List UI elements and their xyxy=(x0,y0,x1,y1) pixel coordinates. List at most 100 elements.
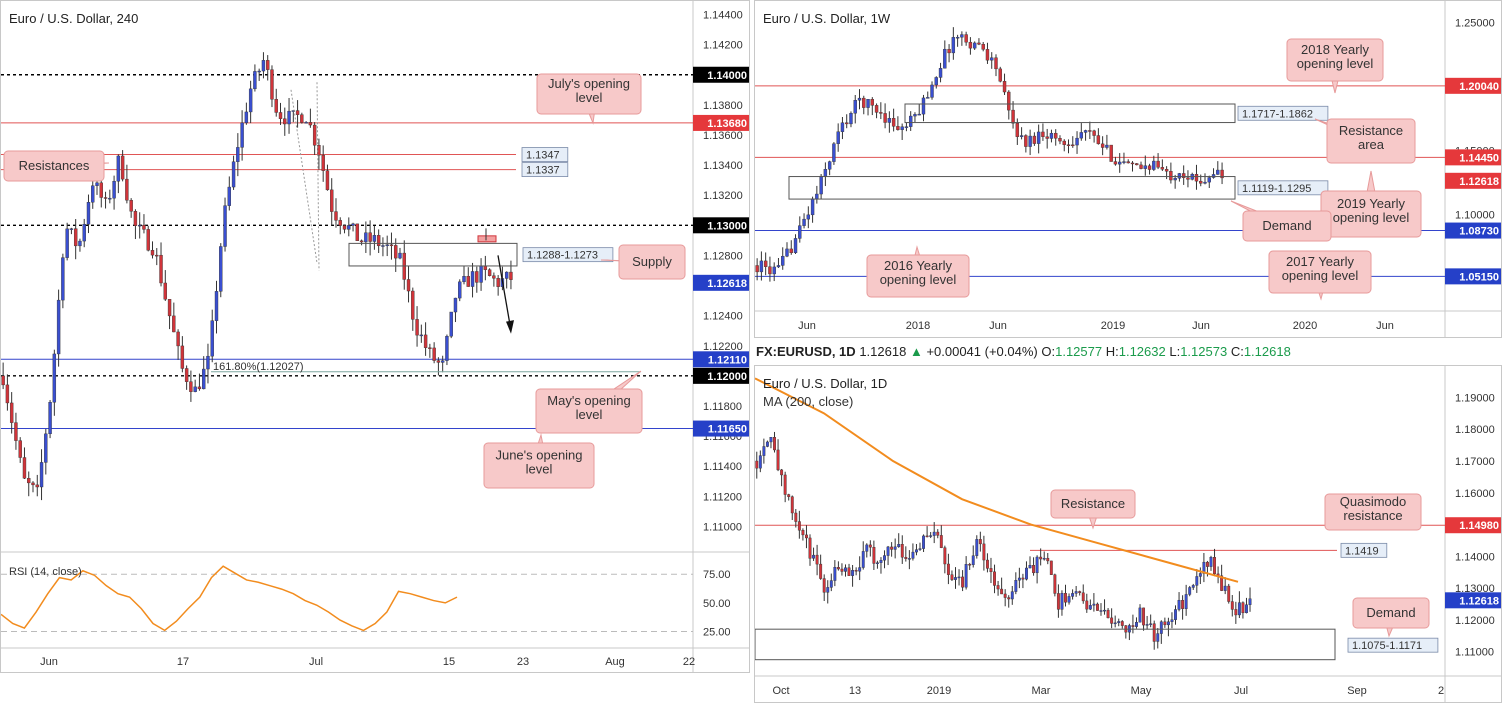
candle xyxy=(436,360,441,363)
candle xyxy=(886,546,890,556)
candle xyxy=(801,530,805,536)
candle xyxy=(61,257,65,301)
candle xyxy=(364,232,368,243)
candle xyxy=(1181,173,1186,178)
candle xyxy=(829,580,833,588)
candle xyxy=(781,255,785,266)
open-value: 1.12577 xyxy=(1055,344,1103,359)
h4-july-callout: July's opening level xyxy=(536,73,642,125)
candle xyxy=(1230,601,1234,610)
candle xyxy=(887,118,892,123)
candle xyxy=(1003,593,1007,598)
candle xyxy=(922,535,925,549)
candle xyxy=(347,225,351,230)
candle xyxy=(964,564,968,588)
candle xyxy=(968,41,973,49)
h4-level-tag: 1.14000 xyxy=(707,70,747,82)
candle xyxy=(1099,610,1103,612)
d1-y-tick: 1.18000 xyxy=(1455,424,1495,436)
candle xyxy=(946,563,950,575)
w1-zone xyxy=(904,103,1236,124)
candle xyxy=(69,228,74,230)
h4-resistance-box-bg xyxy=(521,147,569,162)
w1-2017-callout: 2017 Yearly opening level xyxy=(1268,250,1372,301)
rsi-title: RSI (14, close) xyxy=(9,566,82,578)
weekly-chart-panel[interactable]: 1.250001.200001.150001.100001.050001.200… xyxy=(754,0,1502,338)
daily-chart-panel[interactable]: 1.190001.180001.170001.160001.150001.140… xyxy=(754,365,1502,703)
w1-level-tag: 1.08730 xyxy=(1459,226,1499,238)
h4-current-price-tag-bg xyxy=(693,274,749,291)
candle xyxy=(163,282,167,300)
candle xyxy=(870,99,874,106)
candle xyxy=(95,182,99,186)
candle xyxy=(868,544,872,548)
candle xyxy=(872,547,876,564)
h4-may-callout-text: May's opening level xyxy=(547,393,630,422)
weekly-chart[interactable]: 1.250001.200001.150001.100001.050001.200… xyxy=(755,1,1502,338)
h4-x-tick: Jun xyxy=(40,656,58,668)
price-change: +0.00041 (+0.04%) xyxy=(926,344,1038,359)
candle xyxy=(1015,123,1020,137)
candle xyxy=(904,557,908,559)
candle xyxy=(861,551,865,568)
daily-chart[interactable]: 1.190001.180001.170001.160001.150001.140… xyxy=(755,366,1502,703)
h4-resistances-callout: Resistances xyxy=(3,150,110,182)
h4-x-tick: 15 xyxy=(443,656,455,668)
candle xyxy=(1032,135,1037,144)
candle xyxy=(1079,132,1084,139)
candle xyxy=(776,265,781,268)
candle xyxy=(462,276,466,283)
candle xyxy=(496,278,500,287)
h4-y-tick: 1.13200 xyxy=(703,190,743,202)
candle xyxy=(758,455,762,469)
d1-x-tick: Oct xyxy=(772,685,789,697)
w1-zone-label-bg xyxy=(1237,105,1329,121)
h4-level-tag-bg xyxy=(693,351,749,368)
candle xyxy=(802,218,806,226)
candle xyxy=(794,512,798,522)
w1-2019-callout: 2019 Yearly opening level xyxy=(1320,170,1422,238)
candle xyxy=(1105,144,1109,148)
candle xyxy=(1152,623,1156,642)
w1-level-tag: 1.14450 xyxy=(1459,152,1499,164)
w1-2018-callout: 2018 Yearly opening level xyxy=(1286,38,1384,94)
candle xyxy=(972,42,977,49)
close-label: C: xyxy=(1230,344,1244,359)
h4-y-tick: 1.12800 xyxy=(703,250,743,262)
w1-level-tag-bg xyxy=(1445,222,1501,239)
w1-2018-callout-text: 2018 Yearly opening level xyxy=(1297,42,1374,71)
candle xyxy=(1088,130,1092,132)
w1-level-tag: 1.05150 xyxy=(1459,271,1499,283)
rsi-y-tick: 25.00 xyxy=(703,627,731,639)
d1-demand-callout-text: Demand xyxy=(1366,605,1415,620)
candle xyxy=(1096,135,1101,145)
candle xyxy=(415,319,419,336)
h4-resistance-box-bg xyxy=(521,162,569,178)
candle xyxy=(1071,593,1075,597)
candle xyxy=(1066,144,1071,146)
candle xyxy=(492,275,496,279)
w1-zone xyxy=(788,176,1236,200)
candle xyxy=(440,360,445,363)
candle xyxy=(48,402,52,435)
candle xyxy=(957,576,961,579)
h4-y-tick: 1.14400 xyxy=(703,10,743,22)
candle xyxy=(449,311,453,337)
h4-chart[interactable]: 1.14400 1.14200 1.14000 1.13800 1.13600 1.134… xyxy=(1,1,750,673)
candle xyxy=(137,224,142,227)
open-label: O: xyxy=(1041,344,1056,359)
h4-resistance-box: 1.1347 xyxy=(526,150,560,162)
candle xyxy=(1002,81,1007,93)
candle xyxy=(146,229,150,251)
w1-current-price-tag-bg xyxy=(1445,172,1501,189)
candle xyxy=(929,535,933,537)
candle xyxy=(836,567,840,570)
d1-y-tick: 1.19000 xyxy=(1455,392,1495,404)
candle xyxy=(822,578,826,593)
h4-chart-panel[interactable]: 1.14400 1.14200 1.14000 1.13800 1.13600 1.134… xyxy=(0,0,750,673)
candle xyxy=(1177,599,1181,610)
candle xyxy=(1223,585,1227,591)
w1-resistance-callout-text: Resistance area xyxy=(1339,123,1403,152)
candle xyxy=(44,433,48,463)
candle xyxy=(989,568,993,573)
